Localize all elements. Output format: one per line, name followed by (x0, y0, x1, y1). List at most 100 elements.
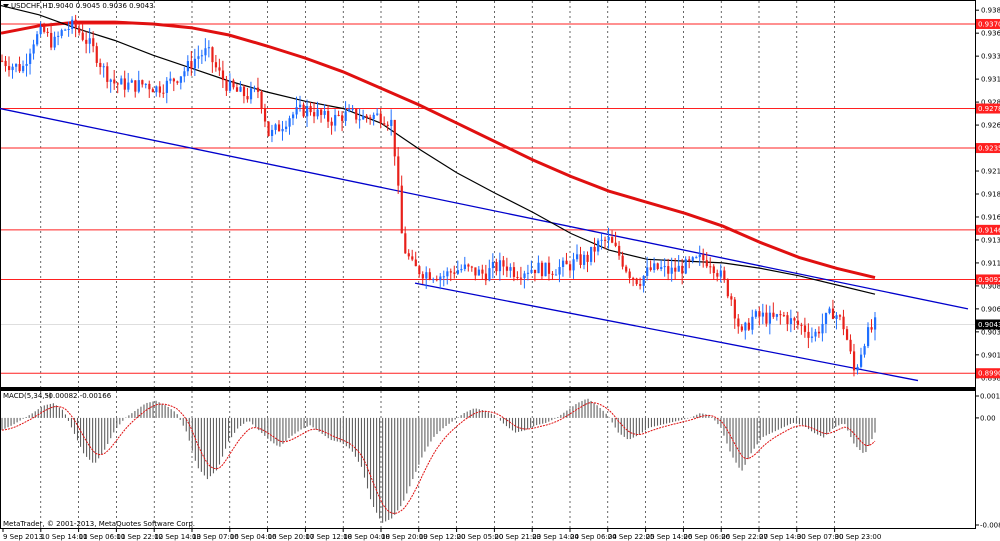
candle[interactable] (200, 49, 204, 64)
candle[interactable] (754, 309, 757, 319)
candle[interactable] (334, 109, 337, 132)
candle[interactable] (674, 258, 677, 280)
candle[interactable] (155, 85, 158, 97)
candle[interactable] (242, 84, 246, 104)
candle[interactable] (116, 82, 119, 94)
candle[interactable] (779, 310, 782, 325)
candle[interactable] (618, 241, 621, 260)
candle[interactable] (320, 108, 323, 123)
candle[interactable] (835, 311, 838, 330)
candle[interactable] (36, 31, 39, 47)
candle[interactable] (172, 77, 175, 92)
candle[interactable] (404, 226, 407, 254)
candle[interactable] (372, 112, 375, 126)
candle[interactable] (214, 54, 218, 72)
candle[interactable] (509, 263, 512, 278)
candle[interactable] (376, 108, 379, 116)
moving-average-fast[interactable] (0, 5, 876, 295)
candle[interactable] (260, 90, 263, 114)
candle[interactable] (414, 251, 417, 267)
candle[interactable] (232, 78, 235, 90)
candle[interactable] (512, 262, 516, 282)
candle[interactable] (639, 277, 642, 290)
candle[interactable] (169, 71, 172, 84)
candle[interactable] (284, 120, 288, 133)
candle[interactable] (600, 233, 603, 250)
candle[interactable] (95, 42, 98, 67)
candle[interactable] (561, 257, 565, 277)
candle[interactable] (88, 28, 91, 54)
candle[interactable] (772, 302, 775, 319)
candle[interactable] (642, 275, 645, 293)
candle[interactable] (39, 21, 42, 37)
candle[interactable] (656, 262, 659, 271)
candlestick-series[interactable] (1, 14, 877, 377)
candle[interactable] (852, 343, 856, 377)
candle[interactable] (604, 236, 607, 250)
candle[interactable] (831, 299, 835, 320)
candle[interactable] (530, 260, 533, 274)
candle[interactable] (295, 96, 298, 119)
moving-average-slow[interactable] (0, 20, 876, 280)
candle[interactable] (691, 256, 694, 264)
candle[interactable] (221, 60, 225, 88)
candle[interactable] (197, 45, 200, 69)
candle[interactable] (737, 314, 740, 334)
candle[interactable] (323, 104, 326, 119)
candle[interactable] (127, 72, 130, 93)
candle[interactable] (85, 31, 88, 54)
candle[interactable] (106, 62, 109, 89)
candle[interactable] (761, 303, 765, 325)
candle[interactable] (369, 114, 372, 125)
candle[interactable] (64, 28, 67, 31)
candle[interactable] (302, 102, 305, 118)
candle[interactable] (246, 87, 249, 103)
candle[interactable] (747, 318, 750, 331)
candle[interactable] (474, 267, 477, 281)
candle[interactable] (821, 313, 824, 342)
candle[interactable] (583, 251, 586, 270)
candle[interactable] (866, 322, 870, 349)
candle[interactable] (32, 39, 35, 60)
candle[interactable] (597, 238, 600, 256)
candle[interactable] (277, 120, 281, 132)
candle[interactable] (782, 311, 786, 317)
candle[interactable] (874, 312, 877, 341)
candle[interactable] (726, 278, 729, 299)
candle[interactable] (358, 108, 361, 129)
candle[interactable] (162, 84, 165, 98)
candle[interactable] (828, 306, 831, 315)
candle[interactable] (362, 109, 365, 120)
candle[interactable] (568, 260, 572, 276)
candle[interactable] (141, 79, 144, 88)
candle[interactable] (11, 63, 14, 79)
candle[interactable] (519, 266, 523, 285)
candle[interactable] (74, 14, 77, 38)
candle[interactable] (344, 101, 347, 126)
candle[interactable] (533, 269, 537, 282)
candle[interactable] (670, 257, 673, 282)
trend-channel[interactable] (0, 107, 969, 382)
candle[interactable] (481, 264, 484, 280)
candle[interactable] (646, 256, 649, 281)
channel-line[interactable] (414, 282, 919, 382)
candle[interactable] (435, 275, 438, 282)
candle[interactable] (688, 256, 691, 269)
candle[interactable] (256, 77, 260, 99)
candle[interactable] (425, 266, 428, 289)
candle[interactable] (337, 110, 340, 117)
candle[interactable] (547, 256, 551, 281)
candle[interactable] (316, 101, 319, 120)
candle[interactable] (463, 256, 466, 272)
candle[interactable] (695, 255, 698, 259)
candle[interactable] (856, 364, 859, 375)
candle[interactable] (449, 268, 452, 282)
candle[interactable] (204, 38, 207, 62)
candle[interactable] (53, 31, 56, 51)
candle[interactable] (495, 258, 498, 276)
candle[interactable] (453, 265, 456, 279)
candle[interactable] (186, 55, 190, 76)
candle[interactable] (267, 121, 270, 137)
